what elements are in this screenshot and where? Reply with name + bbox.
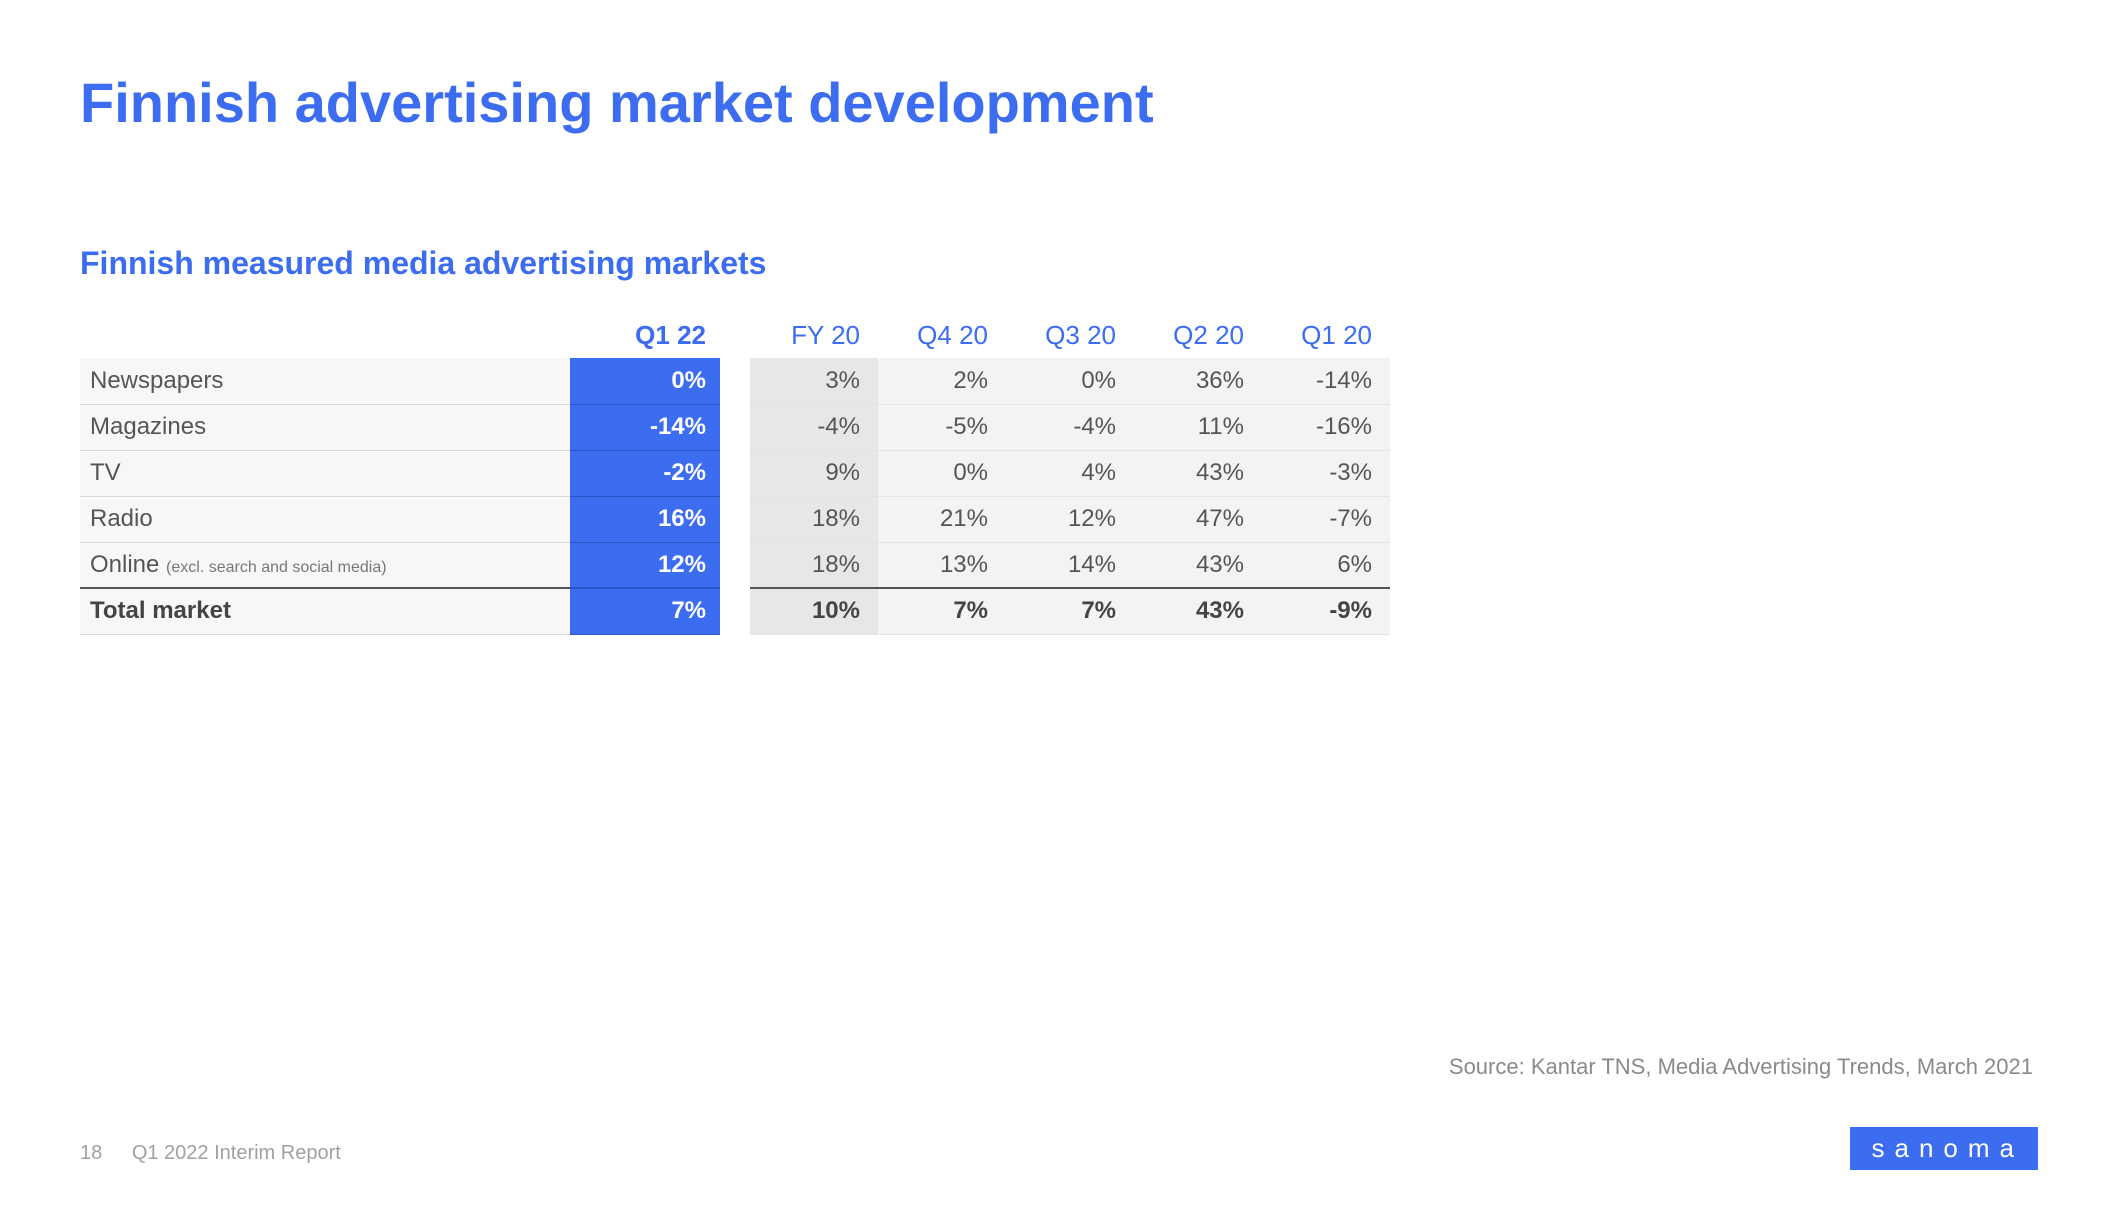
total-q122-value: 7%: [570, 588, 720, 634]
cell: -3%: [1262, 450, 1390, 496]
table-header: Q4 20: [878, 312, 1006, 358]
table-row: 18%21%12%47%-7%: [750, 496, 1390, 542]
table-row: Radio16%: [80, 496, 720, 542]
total-cell: 10%: [750, 588, 878, 634]
row-label: TV: [80, 450, 570, 496]
slide-subtitle: Finnish measured media advertising marke…: [80, 245, 2038, 282]
table-header: FY 20: [750, 312, 878, 358]
source-note: Source: Kantar TNS, Media Advertising Tr…: [1449, 1054, 2033, 1080]
table-row: 3%2%0%36%-14%: [750, 358, 1390, 404]
table-total-row: Total market7%: [80, 588, 720, 634]
table-container: Q1 22 Newspapers0%Magazines-14%TV-2%Radi…: [80, 312, 2038, 635]
table-row: TV-2%: [80, 450, 720, 496]
cell: 12%: [1006, 496, 1134, 542]
cell: 21%: [878, 496, 1006, 542]
table-header-empty: [80, 312, 570, 358]
cell: -7%: [1262, 496, 1390, 542]
cell: 0%: [878, 450, 1006, 496]
row-q122-value: -2%: [570, 450, 720, 496]
row-q122-value: -14%: [570, 404, 720, 450]
cell: 18%: [750, 542, 878, 588]
cell: -4%: [750, 404, 878, 450]
total-label: Total market: [80, 588, 570, 634]
footer: 18 Q1 2022 Interim Report: [80, 1142, 341, 1165]
cell: 4%: [1006, 450, 1134, 496]
total-cell: 43%: [1134, 588, 1262, 634]
total-cell: 7%: [878, 588, 1006, 634]
row-q122-value: 16%: [570, 496, 720, 542]
cell: 6%: [1262, 542, 1390, 588]
cell: 2%: [878, 358, 1006, 404]
table-row: 18%13%14%43%6%: [750, 542, 1390, 588]
cell: 13%: [878, 542, 1006, 588]
table-row: Online (excl. search and social media)12…: [80, 542, 720, 588]
slide-title: Finnish advertising market development: [80, 70, 2038, 135]
cell: 11%: [1134, 404, 1262, 450]
table-row: Newspapers0%: [80, 358, 720, 404]
cell: 0%: [1006, 358, 1134, 404]
table-header-q122: Q1 22: [570, 312, 720, 358]
cell: -4%: [1006, 404, 1134, 450]
table-header: Q3 20: [1006, 312, 1134, 358]
cell: -5%: [878, 404, 1006, 450]
slide: Finnish advertising market development F…: [0, 0, 2118, 1210]
row-sublabel: (excl. search and social media): [166, 559, 387, 576]
total-cell: -9%: [1262, 588, 1390, 634]
cell: 3%: [750, 358, 878, 404]
table-right: FY 20Q4 20Q3 20Q2 20Q1 20 3%2%0%36%-14%-…: [750, 312, 1390, 635]
page-number: 18: [80, 1142, 102, 1164]
cell: -14%: [1262, 358, 1390, 404]
table-header: Q1 20: [1262, 312, 1390, 358]
row-q122-value: 12%: [570, 542, 720, 588]
cell: 43%: [1134, 450, 1262, 496]
row-label: Online (excl. search and social media): [80, 542, 570, 588]
cell: 9%: [750, 450, 878, 496]
total-cell: 7%: [1006, 588, 1134, 634]
table-left: Q1 22 Newspapers0%Magazines-14%TV-2%Radi…: [80, 312, 720, 635]
cell: 47%: [1134, 496, 1262, 542]
cell: -16%: [1262, 404, 1390, 450]
footer-doc-title: Q1 2022 Interim Report: [132, 1142, 341, 1164]
cell: 43%: [1134, 542, 1262, 588]
row-label: Newspapers: [80, 358, 570, 404]
table-total-row: 10%7%7%43%-9%: [750, 588, 1390, 634]
cell: 18%: [750, 496, 878, 542]
table-row: -4%-5%-4%11%-16%: [750, 404, 1390, 450]
table-row: 9%0%4%43%-3%: [750, 450, 1390, 496]
row-label: Magazines: [80, 404, 570, 450]
table-row: Magazines-14%: [80, 404, 720, 450]
cell: 36%: [1134, 358, 1262, 404]
row-label: Radio: [80, 496, 570, 542]
cell: 14%: [1006, 542, 1134, 588]
row-q122-value: 0%: [570, 358, 720, 404]
table-header: Q2 20: [1134, 312, 1262, 358]
sanoma-logo: sanoma: [1850, 1127, 2039, 1170]
